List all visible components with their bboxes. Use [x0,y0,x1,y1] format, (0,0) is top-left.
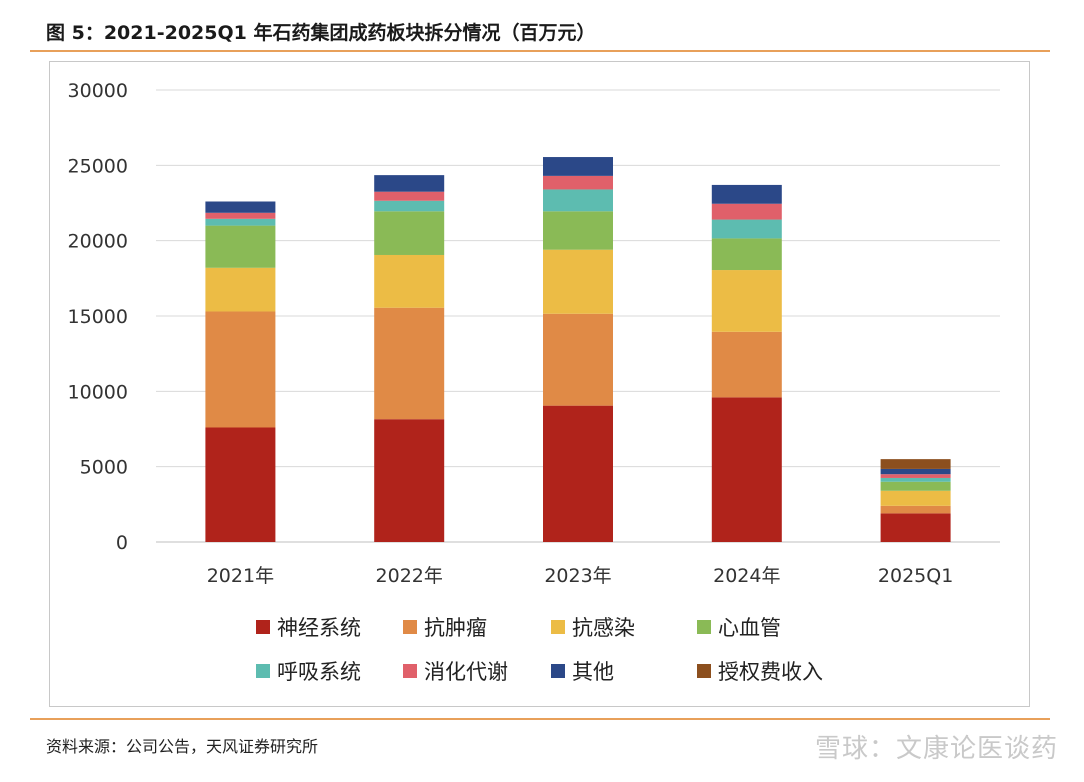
legend-swatch [403,620,417,634]
legend-swatch [697,620,711,634]
bar-segment [205,225,276,268]
stacked-bar-chart: 0 5000 10000 15000 20000 25000 30000 2021年 2022年… [68,80,1000,684]
bar-segment [880,490,951,506]
bar-segment [374,175,445,192]
y-tick-label: 10000 [68,381,128,403]
bar-segment [205,267,276,312]
legend-swatch [256,620,270,634]
chart-frame [49,61,1030,707]
figure-title: 图 5：2021-2025Q1 年石药集团成药板块拆分情况（百万元） [46,22,596,44]
legend-label: 抗感染 [572,616,635,640]
bar-segment [205,201,276,213]
bar-segment [374,419,445,542]
bottom-divider [30,718,1050,720]
bar-segment [711,397,782,542]
x-tick-label: 2021年 [207,565,274,587]
x-tick-label: 2025Q1 [878,565,953,587]
bar-segment [880,513,951,542]
bar-segment [205,311,276,428]
legend-swatch [697,664,711,678]
y-tick-label: 30000 [68,80,128,102]
x-tick-label: 2022年 [376,565,443,587]
legend-label: 消化代谢 [424,660,508,684]
bar-segment [374,211,445,255]
legend-swatch [256,664,270,678]
y-tick-label: 0 [116,532,128,554]
bar-segment [711,331,782,398]
bar-segment [880,459,951,469]
legend-swatch [551,664,565,678]
bar-segment [880,468,951,475]
bar-segment [880,477,951,482]
bar-segment [711,238,782,271]
bar-segment [374,191,445,201]
y-tick-label: 5000 [80,457,128,479]
bar-segment [543,405,613,542]
bar-segment [711,203,782,220]
legend-label: 抗肿瘤 [424,616,487,640]
legend-label: 神经系统 [277,616,361,640]
bar-segment [374,254,445,308]
bar-segment [374,307,445,420]
y-tick-label: 25000 [68,155,128,177]
bar-segment [880,474,951,478]
y-tick-label: 15000 [68,306,128,328]
bar-segment [880,505,951,514]
bar-segment [711,184,782,204]
bar-segment [205,218,276,226]
bar-segment [543,157,613,176]
watermark: 雪球：文康论医谈药 [814,734,1058,764]
source-note: 资料来源：公司公告，天风证券研究所 [46,737,319,756]
legend-label: 其他 [572,660,614,684]
bar-segment [374,200,445,212]
legend-swatch [403,664,417,678]
x-tick-label: 2024年 [713,565,780,587]
bar-segment [543,189,613,212]
bar-segment [205,212,276,219]
bar-segment [543,175,613,190]
legend-label: 授权费收入 [718,660,823,684]
bar-segment [711,270,782,332]
bar-segment [880,481,951,491]
bar-segment [543,249,613,314]
top-divider [30,50,1050,52]
bar-segment [543,313,613,406]
x-tick-label: 2023年 [544,565,611,587]
bar-segment [205,427,276,542]
legend-swatch [551,620,565,634]
legend-label: 心血管 [718,616,781,640]
bar-segment [543,211,613,250]
legend-label: 呼吸系统 [277,660,361,684]
bar-segment [711,219,782,239]
y-tick-label: 20000 [68,231,128,253]
